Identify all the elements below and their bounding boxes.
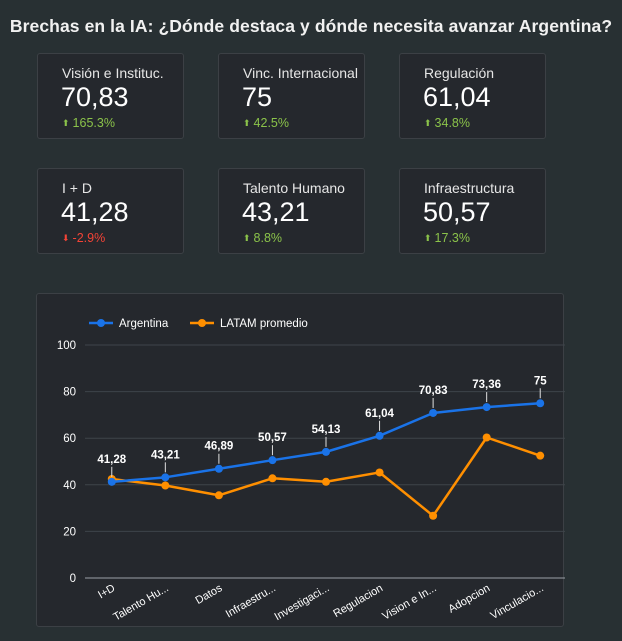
kpi-label: Infraestructura — [424, 180, 515, 196]
arrow-up-icon: ⬆ — [243, 233, 251, 243]
data-point — [161, 473, 170, 482]
data-point — [214, 491, 223, 500]
kpi-label: Visión e Instituc. — [62, 65, 164, 81]
kpi-delta: ⬆ 8.8% — [243, 231, 283, 245]
data-point — [429, 408, 438, 417]
data-label: 46,89 — [204, 441, 233, 453]
kpi-delta: ⬆ 34.8% — [424, 116, 470, 130]
y-tick-label: 20 — [63, 526, 76, 538]
arrow-up-icon: ⬆ — [424, 118, 432, 128]
data-point — [536, 451, 545, 460]
kpi-value: 50,57 — [423, 197, 491, 227]
data-point — [322, 447, 330, 456]
data-point — [322, 477, 330, 486]
legend-label: LATAM promedio — [220, 318, 308, 330]
kpi-card-regulacion[interactable]: Regulación 61,04 ⬆ 34.8% — [399, 53, 546, 139]
data-label: 50,57 — [258, 432, 287, 444]
kpi-delta: ⬆ 17.3% — [424, 231, 470, 245]
y-tick-label: 80 — [63, 387, 76, 399]
kpi-label: I + D — [62, 180, 92, 196]
data-point — [268, 456, 277, 465]
data-point — [536, 399, 545, 408]
data-label: 70,83 — [419, 385, 448, 397]
data-point — [161, 481, 170, 490]
page-title: Brechas en la IA: ¿Dónde destaca y dónde… — [9, 16, 613, 36]
x-tick-label: Adopcion — [446, 582, 492, 615]
x-tick-label: Infraestru... — [224, 582, 278, 620]
kpi-value: 70,83 — [61, 82, 129, 112]
arrow-down-icon: ⬇ — [62, 233, 70, 243]
data-label: 43,21 — [151, 449, 180, 461]
x-tick-label: Vinculacio... — [489, 582, 546, 622]
kpi-value: 43,21 — [242, 197, 310, 227]
data-point — [268, 474, 277, 483]
kpi-label: Vinc. Internacional — [243, 65, 358, 81]
kpi-card-infraestructura[interactable]: Infraestructura 50,57 ⬆ 17.3% — [399, 168, 546, 254]
kpi-value: 75 — [242, 82, 273, 112]
kpi-delta: ⬆ 165.3% — [62, 116, 115, 130]
legend-swatch-marker — [97, 319, 105, 327]
data-label: 54,13 — [312, 424, 341, 436]
kpi-card-vinculacion[interactable]: Vinc. Internacional 75 ⬆ 42.5% — [218, 53, 365, 139]
kpi-card-vision[interactable]: Visión e Instituc. 70,83 ⬆ 165.3% — [37, 53, 184, 139]
data-point — [482, 433, 491, 442]
data-point — [429, 511, 438, 520]
kpi-card-talento[interactable]: Talento Humano 43,21 ⬆ 8.8% — [218, 168, 365, 254]
kpi-label: Regulación — [424, 65, 495, 81]
kpi-value: 61,04 — [423, 82, 491, 112]
y-tick-label: 100 — [57, 340, 76, 352]
arrow-up-icon: ⬆ — [62, 118, 70, 128]
chart-panel: 0 20 40 60 80 100 I+D Talento Hu... Datos Infraes… — [36, 293, 565, 628]
x-tick-label: Vision e In... — [380, 582, 438, 623]
data-point — [482, 403, 491, 412]
legend-swatch-marker — [198, 319, 206, 327]
data-point — [375, 431, 384, 440]
data-label: 73,36 — [472, 379, 501, 391]
data-label: 61,04 — [365, 408, 394, 420]
data-point — [214, 464, 223, 473]
y-tick-label: 60 — [63, 433, 76, 445]
kpi-value: 41,28 — [61, 197, 129, 227]
kpi-delta: ⬇ -2.9% — [62, 231, 106, 245]
data-label: 75 — [534, 375, 547, 387]
x-tick-label: Investigaci... — [273, 582, 332, 623]
kpi-delta: ⬆ 42.5% — [243, 116, 289, 130]
y-tick-label: 40 — [63, 480, 76, 492]
kpi-label: Talento Humano — [243, 180, 345, 196]
data-point — [107, 477, 116, 486]
x-tick-label: Datos — [193, 582, 224, 607]
x-tick-label: Regulacion — [331, 582, 385, 620]
arrow-up-icon: ⬆ — [243, 118, 251, 128]
kpi-card-id[interactable]: I + D 41,28 ⬇ -2.9% — [37, 168, 184, 254]
x-tick-label: I+D — [96, 582, 117, 601]
legend-label: Argentina — [119, 318, 169, 330]
data-label: 41,28 — [97, 454, 126, 466]
arrow-up-icon: ⬆ — [424, 233, 432, 243]
y-tick-label: 0 — [70, 573, 76, 585]
x-tick-label: Talento Hu... — [111, 582, 170, 623]
data-point — [375, 468, 384, 477]
